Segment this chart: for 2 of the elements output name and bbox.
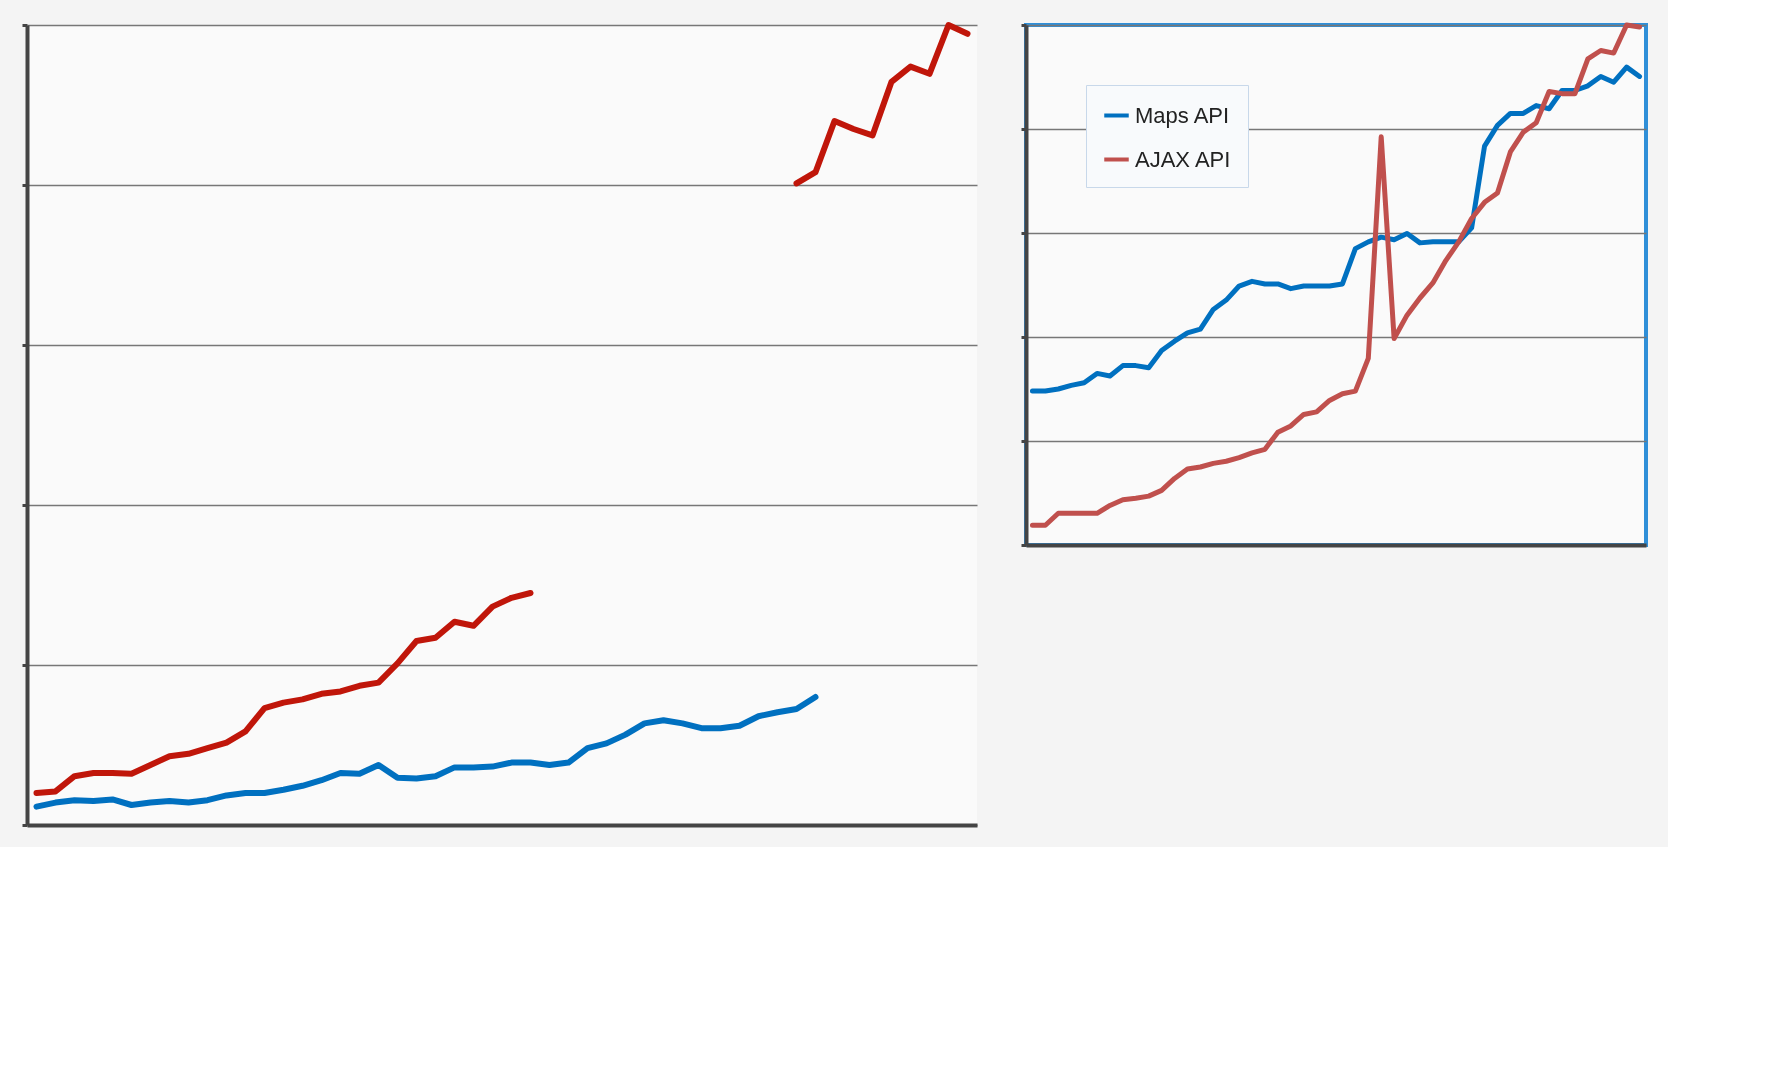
legend-label: AJAX API bbox=[1135, 146, 1231, 172]
legend-label: Maps API bbox=[1135, 102, 1230, 128]
